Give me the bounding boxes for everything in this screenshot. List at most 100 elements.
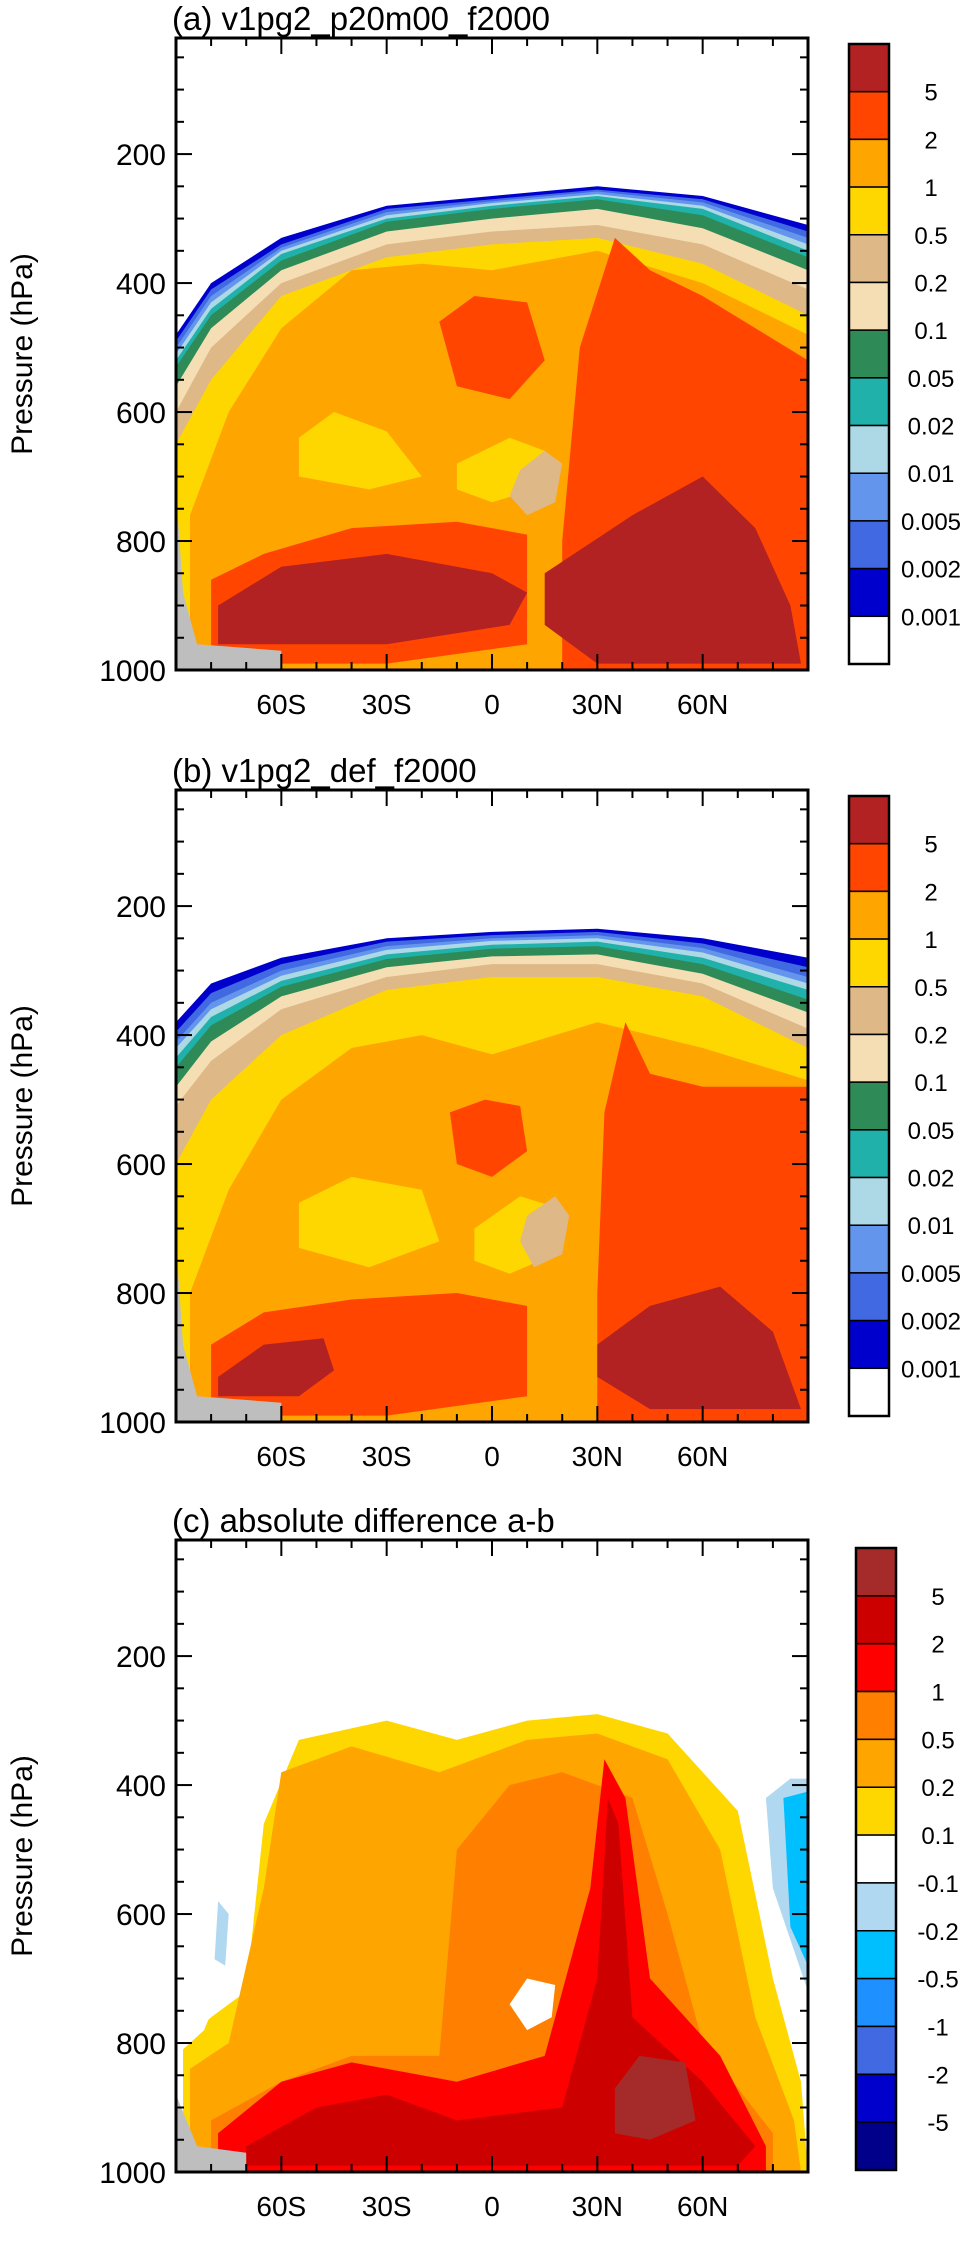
xtick-label: 0 [484,2191,500,2222]
ytick-label: 1000 [99,1407,166,1440]
xtick-label: 30S [362,2191,412,2222]
colorbar-swatch [848,1081,890,1131]
colorbar-swatch [848,1129,890,1179]
y-axis-label: Pressure (hPa) [6,1005,39,1207]
colorbar: 5 2 1 0.5 0.2 0.1 0.05 0.02 0.01 0.005 0.002 0.001 [847,42,961,666]
colorbar-label: -1 [927,2014,948,2041]
ytick-label: 600 [116,397,166,430]
ytick-label: 400 [116,268,166,301]
colorbar-label: 2 [924,127,937,154]
colorbar-label: 0.005 [901,509,961,536]
colorbar-swatch [855,1834,897,1884]
colorbar-swatch [848,281,890,331]
colorbar-swatch [855,2073,897,2123]
panel-2: 200 400 600 800 1000 60S 30S 0 30N 60N (b) v1pg2_d… [6,752,961,1472]
colorbar-swatch [848,520,890,570]
colorbar-label: 5 [924,832,937,859]
colorbar-label: -0.2 [917,1919,958,1946]
xtick-label: 30N [572,1441,623,1472]
colorbar-swatch [855,1642,897,1693]
contour-fills [176,186,808,670]
colorbar-label: 0.5 [921,1727,954,1754]
xtick-label: 60N [677,1441,728,1472]
ytick-label: 1000 [99,2157,166,2190]
colorbar-swatch [855,1882,897,1932]
colorbar-swatch [855,2025,897,2076]
colorbar-swatch [848,234,890,284]
contour-fills [176,1714,808,2172]
colorbar-swatch [855,1977,897,2028]
colorbar-swatch [848,472,890,522]
colorbar-swatch [855,1930,897,1980]
colorbar-swatch [848,615,890,665]
contour-region-15 [544,476,801,664]
colorbar-label: 0.1 [921,1823,954,1850]
contour-region-14 [218,1338,334,1397]
contour-region-15 [597,1286,801,1410]
colorbar-swatch [848,986,890,1036]
colorbar-swatch [848,1033,890,1083]
xtick-label: 30N [572,689,623,720]
colorbar-label: 0.02 [908,414,955,441]
colorbar-label: 0.2 [914,1022,947,1049]
colorbar-label: -0.1 [917,1871,958,1898]
colorbar-label: 0.5 [914,223,947,250]
colorbar-frame [847,794,891,1418]
contour-region-6 [614,2055,696,2140]
panel-title: (b) v1pg2_def_f2000 [172,752,477,789]
colorbar-label: 0.1 [914,1070,947,1097]
colorbar-label: 0.5 [914,975,947,1002]
contour-region-16 [298,412,422,490]
contour-region-7 [509,1978,556,2031]
colorbar-label: 0.2 [921,1775,954,1802]
ytick-label: 800 [116,526,166,559]
xtick-label: 30S [362,689,412,720]
colorbar-label: 0.002 [901,1309,961,1336]
contour-region-13 [439,296,545,400]
colorbar-label: 2 [931,1632,944,1659]
xtick-label: 0 [484,1441,500,1472]
colorbar-label: 5 [931,1584,944,1611]
colorbar-label: 1 [931,1680,944,1707]
ytick-label: 200 [116,1641,166,1674]
colorbar-label: 0.002 [901,557,961,584]
colorbar-label: 0.05 [908,1118,955,1145]
colorbar-swatch [848,567,890,618]
colorbar-label: 0.1 [914,318,947,345]
xtick-label: 60N [677,2191,728,2222]
ytick-label: 1000 [99,655,166,688]
contour-region-8 [176,1849,226,2056]
ytick-label: 400 [116,1770,166,1803]
contour-region-16 [298,1176,440,1268]
colorbar-label: 5 [924,80,937,107]
colorbar-label: 0.2 [914,270,947,297]
colorbar-swatch [848,1367,890,1417]
xtick-label: 60S [256,1441,306,1472]
xtick-label: 60N [677,689,728,720]
panel-1: 200 400 600 800 1000 60S 30S 0 30N 60N (a) v1pg2_p… [6,0,961,720]
contour-region-18 [509,450,563,516]
contour-region-14 [218,553,528,645]
contour-region-11 [783,1791,808,1966]
colorbar-swatch [855,1547,897,1597]
y-axis-label: Pressure (hPa) [6,253,39,455]
panel-3: 200 400 600 800 1000 60S 30S 0 30N 60N (c) absolut… [6,1502,959,2222]
colorbar-swatch [848,424,890,474]
colorbar-swatch [855,2121,897,2171]
panel-title: (c) absolute difference a-b [172,1502,555,1539]
colorbar-label: 0.05 [908,366,955,393]
colorbar-swatch [848,842,890,893]
contour-region-13 [449,1099,528,1177]
colorbar-swatch [848,138,890,188]
colorbar-label: 0.01 [908,1213,955,1240]
colorbar-label: 2 [924,879,937,906]
contour-region-9 [214,1901,229,1966]
colorbar-swatch [848,1272,890,1322]
ytick-label: 800 [116,2028,166,2061]
xtick-label: 60S [256,2191,306,2222]
ytick-label: 200 [116,891,166,924]
colorbar-swatch [848,90,890,141]
ytick-label: 200 [116,139,166,172]
colorbar-label: 1 [924,927,937,954]
